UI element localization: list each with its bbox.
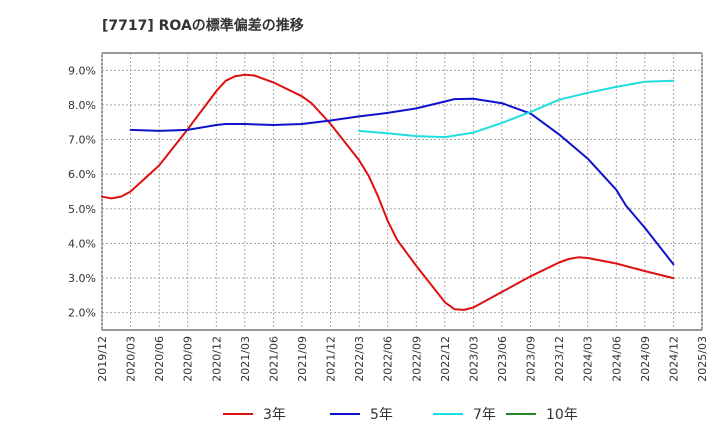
y-tick-label: 8.0% [68,99,96,112]
x-tick-label: 2020/12 [210,336,223,382]
y-tick-label: 9.0% [68,64,96,77]
x-tick-label: 2023/03 [467,336,480,382]
x-tick-label: 2024/09 [639,336,652,382]
x-tick-label: 2023/12 [553,336,566,382]
plot-frame [101,52,703,331]
x-tick-label: 2020/06 [153,336,166,382]
series-line-1 [129,97,675,266]
x-tick-label: 2021/03 [239,336,252,382]
x-tick-label: 2020/03 [125,336,138,382]
legend-label: 10年 [546,407,578,423]
legend-label: 3年 [263,407,286,423]
y-tick-label: 5.0% [68,203,96,216]
x-tick-label: 2022/12 [439,336,452,382]
y-tick-label: 2.0% [68,307,96,320]
x-tick-label: 2021/09 [296,336,309,382]
legend-label: 7年 [473,407,496,423]
grid-layer [101,53,703,330]
series-layer [101,73,675,311]
x-tick-label: 2022/06 [382,336,395,382]
x-tick-label: 2023/09 [525,336,538,382]
x-tick-label: 2024/12 [667,336,680,382]
series-line-0 [101,73,675,311]
plot-area [101,52,703,331]
x-tick-label: 2025/03 [696,336,709,382]
x-tick-label: 2019/12 [96,336,109,382]
x-tick-label: 2022/03 [353,336,366,382]
x-tick-label: 2021/06 [267,336,280,382]
x-tick-label: 2020/09 [182,336,195,382]
y-tick-label: 3.0% [68,272,96,285]
y-axis: 2.0% 3.0% 4.0% 5.0% 6.0% 7.0% 8.0% 9.0% [68,64,96,319]
legend-label: 5年 [370,407,393,423]
legend: 3年 5年 7年 10年 [223,407,578,423]
y-tick-label: 4.0% [68,237,96,250]
y-tick-label: 7.0% [68,134,96,147]
x-axis: 2019/12 2020/03 2020/06 2020/09 2020/12 2021/… [96,336,709,382]
x-tick-label: 2022/09 [410,336,423,382]
y-tick-label: 6.0% [68,168,96,181]
x-tick-label: 2023/06 [496,336,509,382]
series-line-2 [358,79,675,139]
x-tick-label: 2024/06 [610,336,623,382]
chart-title: [7717] ROAの標準偏差の推移 [102,17,304,34]
x-tick-label: 2024/03 [582,336,595,382]
x-tick-label: 2021/12 [325,336,338,382]
